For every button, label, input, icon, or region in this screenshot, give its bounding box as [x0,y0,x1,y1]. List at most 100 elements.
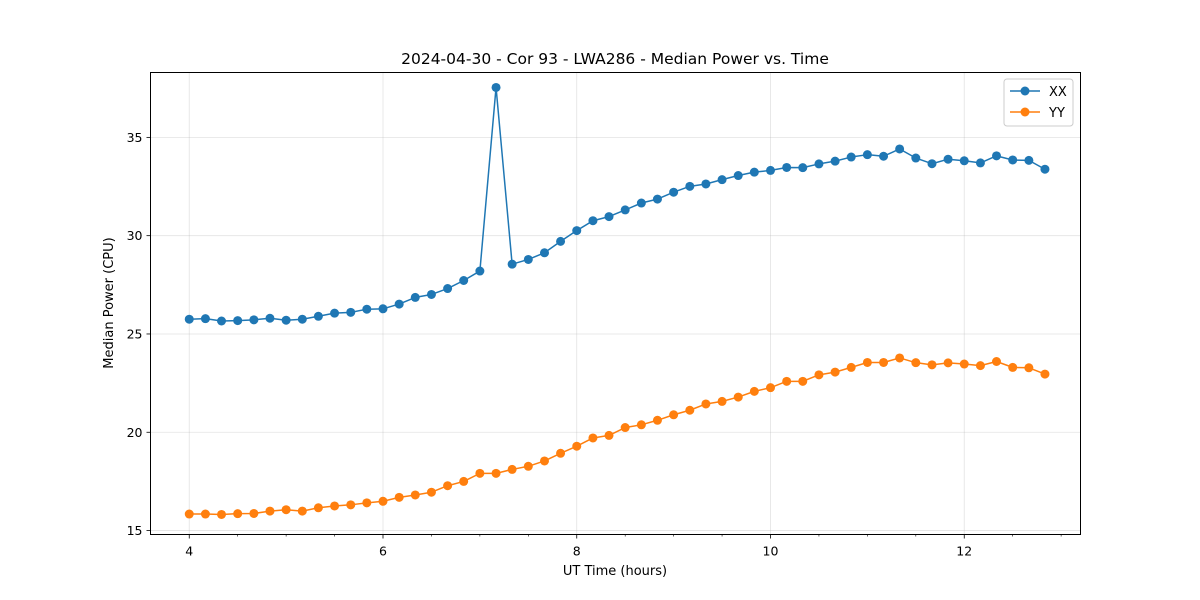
data-point-xx [523,254,533,264]
x-axis: 4 6 8 10 12 [185,534,1062,559]
data-point-xx [1024,155,1034,165]
data-point-yy [782,376,792,386]
data-point-xx [313,311,323,321]
data-point-yy [539,456,549,466]
y-tick-label: 35 [127,130,143,145]
data-point-yy [184,509,194,519]
data-point-xx [814,159,824,169]
data-point-yy [927,360,937,370]
data-point-xx [556,236,566,246]
data-point-xx [733,171,743,181]
data-point-xx [830,156,840,166]
data-point-xx [862,150,872,160]
data-point-xx [669,187,679,197]
data-point-xx [459,275,469,285]
data-point-yy [846,362,856,372]
grid-lines [150,72,1081,535]
data-point-yy [749,386,759,396]
data-point-yy [233,509,243,519]
data-point-xx [798,163,808,173]
data-point-yy [443,481,453,491]
data-point-xx [249,315,259,325]
data-point-yy [313,503,323,513]
data-point-xx [975,158,985,168]
data-point-xx [636,198,646,208]
data-point-xx [782,162,792,172]
data-point-xx [766,165,775,175]
data-point-yy [297,506,307,516]
y-tick-label: 25 [127,326,143,341]
data-point-xx [539,248,549,258]
data-point-yy [523,461,533,471]
data-point-yy [766,383,775,393]
data-point-xx [217,316,227,326]
data-point-xx [588,216,598,226]
data-point-yy [943,358,953,368]
data-point-yy [507,464,517,474]
data-point-yy [669,410,679,420]
data-point-xx [265,313,275,323]
data-point-xx [491,82,501,92]
legend: XX YY [1003,78,1074,127]
data-point-xx [1040,164,1050,174]
data-point-yy [911,358,921,368]
data-point-xx [346,307,356,317]
data-point-yy [879,357,889,367]
data-point-xx [959,156,969,166]
data-point-yy [556,448,566,458]
x-tick-label: 12 [956,544,972,559]
data-point-xx [604,212,614,222]
chart-title: 2024-04-30 - Cor 93 - LWA286 - Median Po… [401,50,829,68]
data-point-yy [330,501,340,511]
y-axis: 15 20 25 30 35 [127,130,151,538]
data-point-yy [394,492,404,502]
series-xx [184,82,1050,326]
data-point-yy [1024,363,1034,373]
data-point-xx [895,144,905,154]
data-point-yy [701,399,711,409]
data-point-xx [378,304,388,314]
data-point-xx [927,159,937,169]
data-point-yy [491,468,501,478]
x-tick-label: 4 [185,544,193,559]
data-point-yy [588,433,598,443]
data-point-xx [911,153,921,163]
data-point-yy [1040,369,1050,379]
data-point-yy [814,370,824,380]
data-point-yy [281,505,291,515]
plot-frame [150,72,1081,535]
series-layer [184,82,1050,519]
data-point-xx [184,314,194,324]
data-point-yy [975,361,985,371]
data-point-xx [443,284,453,294]
data-point-yy [200,509,210,519]
data-point-xx [943,154,953,164]
data-point-yy [604,430,614,440]
data-point-xx [281,315,291,325]
data-point-yy [1008,362,1018,372]
data-point-xx [701,179,711,189]
data-point-yy [959,359,969,369]
data-point-xx [507,259,517,269]
y-axis-label: Median Power (CPU) [102,237,117,368]
data-point-xx [200,314,210,324]
y-tick-label: 15 [127,523,143,538]
y-tick-label: 30 [127,228,143,243]
data-point-yy [475,468,485,478]
legend-marker-xx [1020,86,1030,96]
data-point-xx [652,194,662,204]
x-axis-label: UT Time (hours) [563,564,667,579]
data-point-yy [717,396,727,406]
x-tick-label: 10 [763,544,779,559]
data-point-yy [685,405,695,415]
data-point-yy [992,356,1002,366]
data-point-xx [572,226,582,236]
data-point-yy [636,420,646,430]
data-point-xx [879,151,889,161]
data-point-yy [346,500,356,510]
data-point-xx [620,205,630,215]
data-point-xx [685,181,695,191]
y-tick-label: 20 [127,425,143,440]
